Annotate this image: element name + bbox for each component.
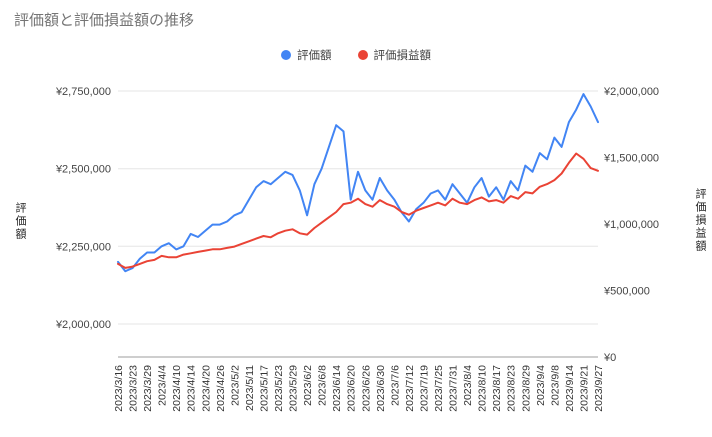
y-tick-label-left: ¥2,000,000 xyxy=(55,319,111,331)
series-line-right xyxy=(117,152,599,269)
x-tick-label: 2023/9/27 xyxy=(593,365,605,412)
y-tick-label-right: ¥500,000 xyxy=(603,286,650,298)
x-tick-label: 2023/4/20 xyxy=(200,365,212,412)
x-tick-label: 2023/3/16 xyxy=(113,365,125,412)
y-tick-label-right: ¥0 xyxy=(603,352,616,364)
x-tick-label: 2023/7/19 xyxy=(419,365,431,412)
x-tick-label: 2023/5/11 xyxy=(244,365,256,411)
x-tick-label: 2023/7/25 xyxy=(433,365,445,412)
x-tick-label: 2023/4/10 xyxy=(171,365,183,412)
y-tick-label-right: ¥1,000,000 xyxy=(603,219,659,231)
x-tick-label: 2023/6/26 xyxy=(360,365,372,412)
x-tick-label: 2023/6/30 xyxy=(375,365,387,412)
right-axis-title: 評価損益額 xyxy=(694,188,706,253)
x-tick-label: 2023/6/20 xyxy=(346,365,358,412)
x-tick-label: 2023/5/23 xyxy=(273,365,285,412)
x-tick-label: 2023/9/14 xyxy=(564,365,576,412)
x-tick-label: 2023/7/12 xyxy=(404,365,416,412)
x-tick-label: 2023/6/8 xyxy=(317,365,329,406)
chart-legend: 評価額 評価損益額 xyxy=(0,47,712,63)
x-tick-label: 2023/8/29 xyxy=(520,365,532,412)
x-tick-label: 2023/8/17 xyxy=(491,365,503,412)
x-tick-label: 2023/8/4 xyxy=(462,365,474,406)
x-tick-label: 2023/4/14 xyxy=(186,365,198,412)
x-tick-label: 2023/4/4 xyxy=(157,365,169,406)
y-tick-label-right: ¥1,500,000 xyxy=(603,153,659,165)
x-tick-label: 2023/5/29 xyxy=(288,365,300,412)
x-tick-label: 2023/6/14 xyxy=(331,365,343,412)
y-tick-label-left: ¥2,500,000 xyxy=(55,164,111,176)
y-tick-label-right: ¥2,000,000 xyxy=(603,86,659,98)
x-tick-label: 2023/4/26 xyxy=(215,365,227,412)
chart-title: 評価額と評価損益額の推移 xyxy=(14,12,195,29)
x-tick-label: 2023/9/8 xyxy=(549,365,561,406)
x-tick-label: 2023/3/29 xyxy=(142,365,154,412)
x-tick-label: 2023/5/2 xyxy=(229,365,241,406)
y-tick-label-left: ¥2,250,000 xyxy=(55,241,111,253)
y-tick-label-left: ¥2,750,000 xyxy=(55,86,111,98)
x-tick-label: 2023/9/4 xyxy=(535,365,547,406)
x-tick-label: 2023/7/6 xyxy=(389,365,401,406)
legend-item: 評価損益額 xyxy=(357,47,432,63)
x-tick-label: 2023/9/21 xyxy=(579,365,591,412)
legend-swatch-icon xyxy=(357,50,368,60)
legend-label: 評価額 xyxy=(297,50,332,62)
legend-label: 評価損益額 xyxy=(373,50,432,62)
x-tick-label: 2023/6/2 xyxy=(302,365,314,406)
x-tick-label: 2023/3/23 xyxy=(128,365,140,412)
x-tick-label: 2023/5/17 xyxy=(259,365,271,412)
series-line-left xyxy=(117,93,599,273)
legend-swatch-icon xyxy=(281,50,291,60)
x-tick-label: 2023/7/31 xyxy=(448,365,460,412)
legend-item: 評価額 xyxy=(281,47,332,63)
x-tick-label: 2023/8/23 xyxy=(506,365,518,412)
left-axis-title: 評価額 xyxy=(14,202,26,241)
x-tick-label: 2023/8/10 xyxy=(477,365,489,412)
